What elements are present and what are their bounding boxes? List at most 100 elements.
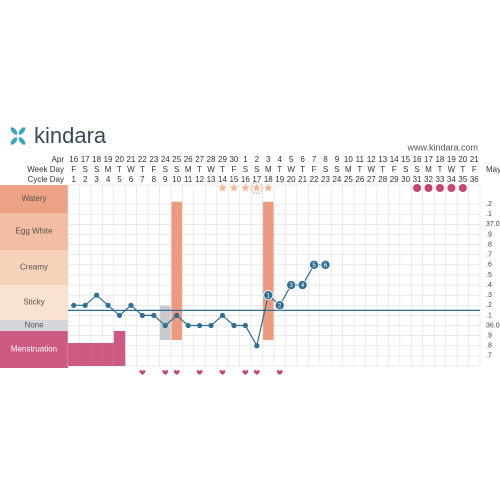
- weekday-label: T: [380, 165, 385, 174]
- cycle-day-label: 10: [172, 175, 181, 184]
- y-tick-label: .3: [486, 292, 492, 299]
- date-label: 20: [115, 155, 124, 164]
- intercourse-heart: [242, 370, 249, 375]
- date-label: 23: [149, 155, 158, 164]
- cycle-day-label: 22: [310, 175, 319, 184]
- weekday-label: M: [425, 165, 432, 174]
- weekday-label: T: [437, 165, 442, 174]
- cycle-day-label: 25: [344, 175, 353, 184]
- y-tick-label: 36.0: [486, 322, 500, 329]
- temperature-point: [320, 259, 331, 270]
- temperature-point: [105, 302, 111, 308]
- weekday-label: T: [140, 165, 145, 174]
- weekday-label: S: [82, 165, 87, 174]
- y-tick-label: .4: [486, 282, 492, 289]
- weekday-label: S: [174, 165, 179, 174]
- cycle-day-label: 27: [367, 175, 376, 184]
- weekday-label: T: [117, 165, 122, 174]
- date-label: 21: [470, 155, 479, 164]
- date-label: 16: [413, 155, 422, 164]
- cycle-day-label: 5: [117, 175, 122, 184]
- date-label: 29: [218, 155, 227, 164]
- y-tick-label: .9: [486, 332, 492, 339]
- intercourse-heart: [253, 370, 260, 375]
- y-tick-label: .1: [486, 312, 492, 319]
- y-tick-label: 37.0: [486, 221, 500, 228]
- weekday-label: F: [71, 165, 76, 174]
- fertility-star: [252, 183, 262, 192]
- temperature-point: [309, 259, 320, 270]
- temperature-point: [139, 312, 145, 319]
- cycle-day-label: 23: [321, 175, 330, 184]
- date-label: 21: [126, 155, 135, 164]
- date-label: 9: [335, 155, 340, 164]
- period-prediction: [413, 184, 422, 192]
- temperature-point: [128, 302, 134, 308]
- temperature-point: [286, 280, 297, 291]
- date-label: 18: [92, 155, 101, 164]
- date-label: 19: [104, 155, 113, 164]
- date-label: 7: [312, 155, 317, 164]
- weekday-label: F: [231, 165, 236, 174]
- temperature-point: [174, 312, 180, 319]
- weekday-label: W: [287, 165, 295, 174]
- cycle-day-label: 33: [435, 175, 444, 184]
- y-tick-label: .9: [486, 231, 492, 238]
- fertility-star: [264, 183, 273, 192]
- menstruation-bar: [90, 343, 103, 366]
- cycle-day-label: 2: [83, 175, 88, 184]
- fluid-label: Sticky: [23, 298, 44, 307]
- weekday-label: T: [197, 165, 202, 174]
- weekday-label: S: [334, 165, 339, 174]
- cycle-day-label: 35: [458, 175, 467, 184]
- date-label: 22: [138, 155, 147, 164]
- weekday-label: S: [403, 165, 408, 174]
- weekday-label: S: [323, 165, 328, 174]
- cycle-day-label: 1: [71, 175, 76, 184]
- temperature-point: [231, 322, 237, 329]
- url[interactable]: www.kindara.com: [406, 142, 478, 152]
- fluid-band: [0, 250, 68, 285]
- weekday-label: F: [472, 165, 477, 174]
- weekday-label: T: [220, 165, 225, 174]
- month-label: May: [486, 165, 500, 174]
- temperature-point: [219, 312, 226, 319]
- temperature-point: [274, 300, 285, 311]
- intercourse-heart: [219, 370, 226, 375]
- cycle-day-label: 14: [218, 175, 227, 184]
- weekday-label: F: [151, 165, 156, 174]
- cycle-day-label: 15: [229, 175, 238, 184]
- date-label: 15: [401, 155, 410, 164]
- cycle-day-label: 28: [378, 175, 387, 184]
- weekday-label: M: [345, 165, 352, 174]
- fluid-band: [0, 213, 68, 250]
- cycle-day-label: 32: [424, 175, 433, 184]
- date-label: 14: [390, 155, 399, 164]
- weekday-label: F: [312, 165, 317, 174]
- date-label: 18: [435, 155, 444, 164]
- fertility-star: [218, 183, 227, 192]
- weekday-label: M: [265, 165, 272, 174]
- cycle-day-label: 11: [184, 175, 193, 184]
- weekday-label: S: [94, 165, 99, 174]
- fertility-star: [229, 183, 239, 192]
- y-tick-label: .8: [486, 241, 492, 248]
- period-prediction: [447, 184, 456, 192]
- period-prediction: [458, 184, 467, 192]
- date-label: 16: [69, 155, 78, 164]
- temperature-point: [263, 290, 274, 301]
- fertility-star: [241, 183, 250, 192]
- date-label: 3: [266, 155, 271, 164]
- temperature-point: [197, 322, 203, 329]
- fluid-band: [0, 331, 68, 368]
- cycle-day-label: 30: [401, 175, 410, 184]
- date-label: 17: [81, 155, 90, 164]
- y-tick-label: .1: [486, 211, 492, 218]
- temperature-point: [94, 292, 100, 298]
- intercourse-heart: [173, 370, 180, 375]
- date-label: 20: [458, 155, 467, 164]
- date-label: 5: [289, 155, 294, 164]
- date-label: 2: [255, 155, 260, 164]
- logo-text: kindara: [34, 123, 107, 148]
